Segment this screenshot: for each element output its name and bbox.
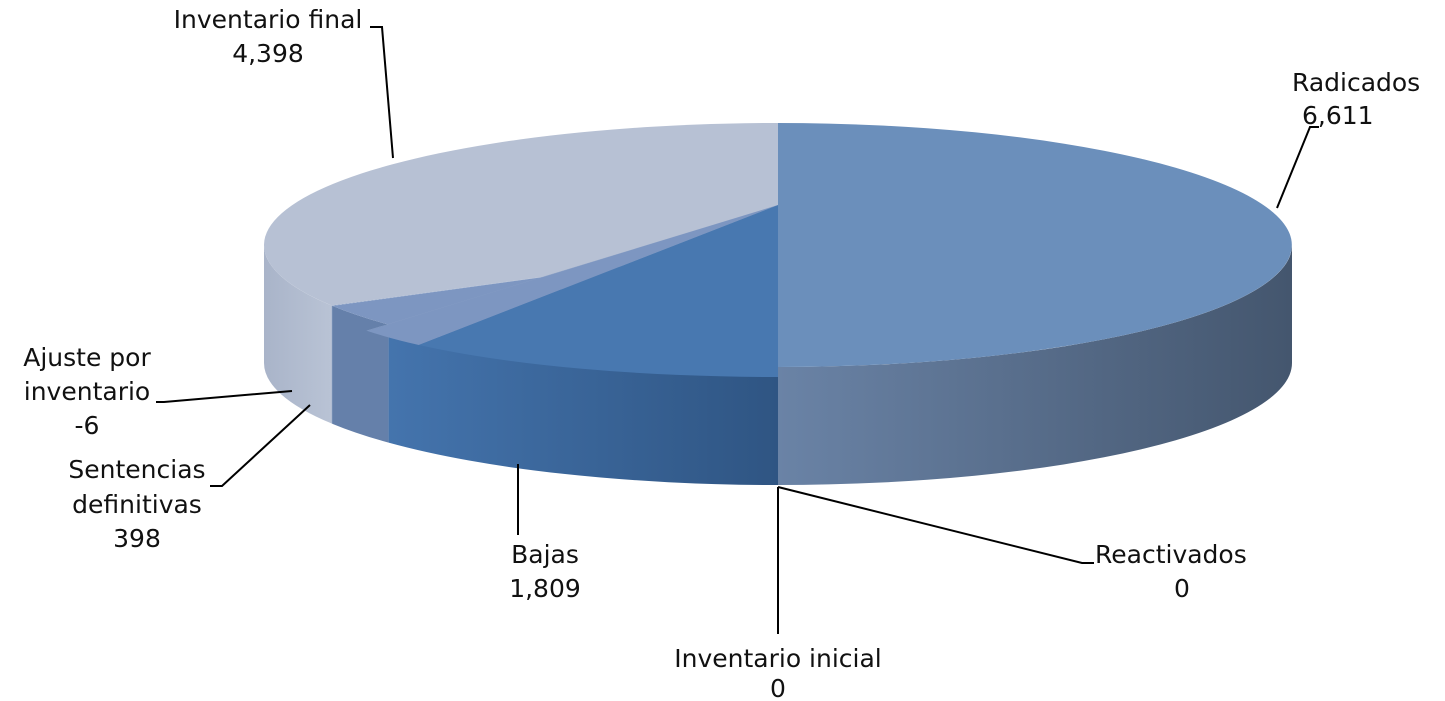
slice-top-radicados — [778, 123, 1292, 367]
slice-label-ajuste-por-inventario: inventario — [24, 377, 150, 406]
slice-inner-sentencias-definitivas — [367, 205, 778, 346]
slice-side-sentencias-definitivas — [332, 305, 389, 443]
slice-label-ajuste-por-inventario: Ajuste por — [23, 343, 151, 372]
leader-line-ajuste-por-inventario — [156, 390, 293, 403]
slice-inner-ajuste-por-inventario — [366, 205, 778, 331]
slice-label-sentencias-definitivas: definitivas — [72, 490, 202, 519]
slice-inner-bajas — [418, 205, 778, 377]
slice-label-inventario-inicial: Inventario inicial — [674, 644, 882, 673]
slice-side-ajuste-por-inventario — [331, 305, 333, 424]
leader-line-inventario-final — [370, 26, 394, 159]
slice-side-bajas — [388, 324, 778, 485]
slice-value-inventario-inicial: 0 — [770, 674, 786, 701]
slice-value-sentencias-definitivas: 398 — [113, 524, 161, 553]
slice-value-radicados: 6,611 — [1302, 101, 1374, 130]
slice-value-inventario-final: 4,398 — [232, 39, 304, 68]
pie-group — [264, 123, 1292, 485]
slice-label-inventario-final: Inventario final — [174, 5, 363, 34]
slice-label-bajas: Bajas — [511, 540, 579, 569]
slice-value-reactivados: 0 — [1174, 574, 1190, 603]
slice-value-bajas: 1,809 — [509, 574, 581, 603]
leader-line-sentencias-definitivas — [210, 404, 311, 487]
leader-lines — [156, 26, 1319, 634]
slice-label-radicados: Radicados — [1292, 68, 1420, 97]
slice-side-inventario-final — [264, 245, 332, 424]
slice-side-radicados — [778, 245, 1292, 485]
slice-value-ajuste-por-inventario: -6 — [75, 411, 100, 440]
slice-label-reactivados: Reactivados — [1095, 540, 1247, 569]
leader-line-radicados — [1276, 126, 1319, 209]
slice-label-sentencias-definitivas: Sentencias — [68, 455, 205, 484]
leader-line-reactivados — [777, 486, 1094, 564]
